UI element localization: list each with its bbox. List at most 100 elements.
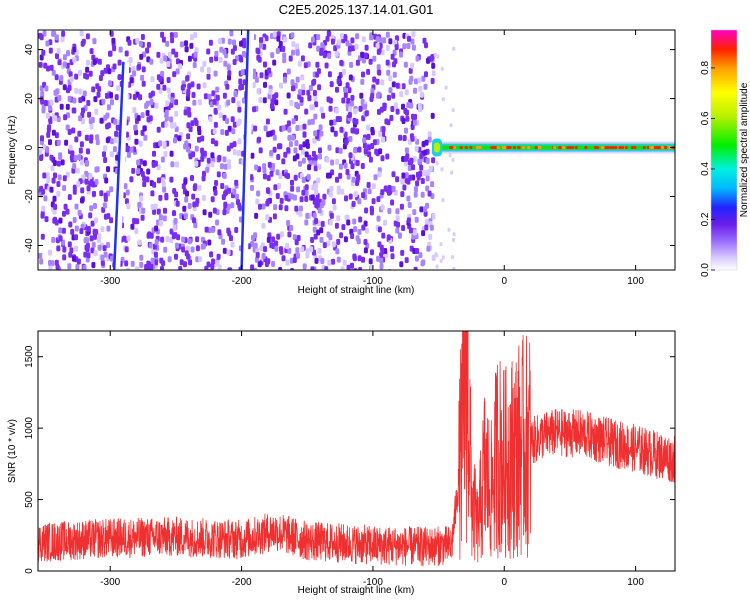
spectrogram-cell: [200, 135, 205, 142]
spectrogram-peak: [667, 145, 671, 150]
spectrogram-cell: [291, 134, 295, 141]
spectrogram-cell: [39, 258, 44, 265]
spectrogram-cell: [376, 215, 381, 222]
spectrogram-cell: [328, 219, 333, 226]
spectrogram-cell: [210, 227, 215, 233]
spectrogram-cell: [395, 208, 400, 215]
spectrogram-peak: [584, 145, 588, 150]
spectrogram-cell: [332, 119, 337, 126]
spectrogram-cell: [335, 86, 339, 93]
spectrogram-cell: [81, 107, 85, 114]
spectrogram-cell: [160, 236, 165, 243]
spectrogram-cell: [45, 112, 50, 119]
spectrogram-cell: [296, 186, 301, 193]
spectrogram-cell: [135, 218, 140, 225]
spectrogram-cell: [298, 210, 303, 217]
spectrogram-cell: [53, 172, 57, 179]
spectrogram-cell: [407, 165, 412, 172]
spectrogram-cell: [395, 176, 400, 183]
spectrogram-cell: [338, 147, 343, 154]
spectrogram-cell: [378, 148, 383, 155]
spectrogram-cell: [39, 96, 44, 103]
spectrogram-cell: [386, 94, 391, 101]
spectrogram-cell: [100, 70, 105, 77]
colorbar-tick-label: 0.6: [700, 111, 711, 125]
spectrogram-cell: [154, 102, 159, 109]
spectrogram-cell: [156, 51, 161, 58]
spectrogram-cell: [334, 50, 339, 57]
spectrogram-cell: [215, 94, 220, 101]
spectrogram-cell: [294, 239, 299, 246]
spectrogram-cell: [414, 145, 419, 152]
spectrogram-cell: [136, 115, 141, 122]
spectrogram-cell: [303, 62, 308, 69]
spectrogram-cell: [185, 75, 190, 82]
spectrogram-cell: [272, 134, 277, 141]
snr-ytick-label: 1500: [24, 345, 35, 368]
spectrogram-cell: [41, 205, 46, 212]
spectrogram-cell: [340, 266, 345, 270]
spectrogram-peak: [496, 145, 500, 150]
spectrogram-cell: [187, 83, 192, 90]
spectrogram-cell: [318, 153, 322, 160]
spectrogram-cell: [115, 124, 120, 131]
spectrogram-cell: [322, 242, 327, 249]
spectrogram-cell: [122, 235, 127, 242]
spectrogram-cell: [139, 254, 144, 261]
spectrogram-cell: [192, 99, 197, 106]
spectrogram-cell: [174, 110, 179, 117]
colorbar-tick-label: 0.2: [700, 212, 711, 226]
spectrogram-cell: [187, 111, 192, 118]
spectrogram-cell: [285, 259, 290, 266]
spectrogram-cell: [138, 94, 143, 101]
spectrogram-cell: [158, 220, 163, 227]
spectrogram-cell: [95, 139, 100, 146]
spectrogram-cell: [202, 209, 207, 216]
spectrogram-cell: [413, 266, 418, 270]
spectrogram-cell: [311, 36, 315, 43]
spectrogram-cell: [348, 106, 353, 113]
spectrogram-cell: [291, 118, 296, 125]
spectrogram-cell: [222, 92, 227, 99]
spectrogram-cell: [415, 55, 420, 62]
spectrogram-cell: [381, 126, 386, 133]
spectrogram-ytick-label: -40: [24, 238, 35, 253]
spectrogram-cell: [135, 37, 140, 44]
spectrogram-cell: [72, 163, 77, 170]
spectrogram-cell: [361, 36, 366, 43]
spectrogram-cell: [345, 82, 350, 89]
spectrogram-cell: [91, 241, 96, 248]
spectrogram-cell: [210, 263, 215, 270]
spectrogram-cell: [369, 209, 374, 216]
spectrogram-cell: [272, 213, 277, 220]
spectrogram-cell: [150, 204, 155, 210]
spectrogram-cell: [51, 236, 56, 243]
spectrogram-cell: [313, 165, 318, 172]
spectrogram-cell: [335, 116, 340, 122]
spectrogram-cell: [224, 129, 229, 136]
spectrogram-cell: [212, 98, 217, 105]
spectrogram-cell: [385, 31, 390, 38]
spectrogram-cell: [179, 41, 184, 48]
spectrogram-cell: [217, 264, 222, 270]
spectrogram-cell: [265, 118, 270, 125]
spectrogram-cell: [317, 207, 322, 214]
spectrogram-cell: [351, 201, 356, 207]
spectrogram-peak: [521, 145, 526, 150]
spectrogram-cell: [170, 97, 175, 104]
spectrogram-cell: [193, 51, 198, 58]
spectrogram-cell: [403, 108, 408, 114]
spectrogram-cell: [274, 245, 279, 252]
spectrogram-ytick-label: 0: [24, 144, 35, 150]
spectrogram-cell: [100, 259, 105, 266]
spectrogram-cell: [287, 126, 292, 133]
spectrogram-cell: [109, 217, 114, 224]
spectrogram-cell: [58, 152, 63, 159]
spectrogram-cell: [78, 115, 83, 122]
spectrogram-cell: [293, 147, 298, 154]
spectrogram-cell: [292, 155, 297, 162]
spectrogram-cells: [38, 30, 675, 270]
spectrogram-cell: [212, 207, 217, 214]
